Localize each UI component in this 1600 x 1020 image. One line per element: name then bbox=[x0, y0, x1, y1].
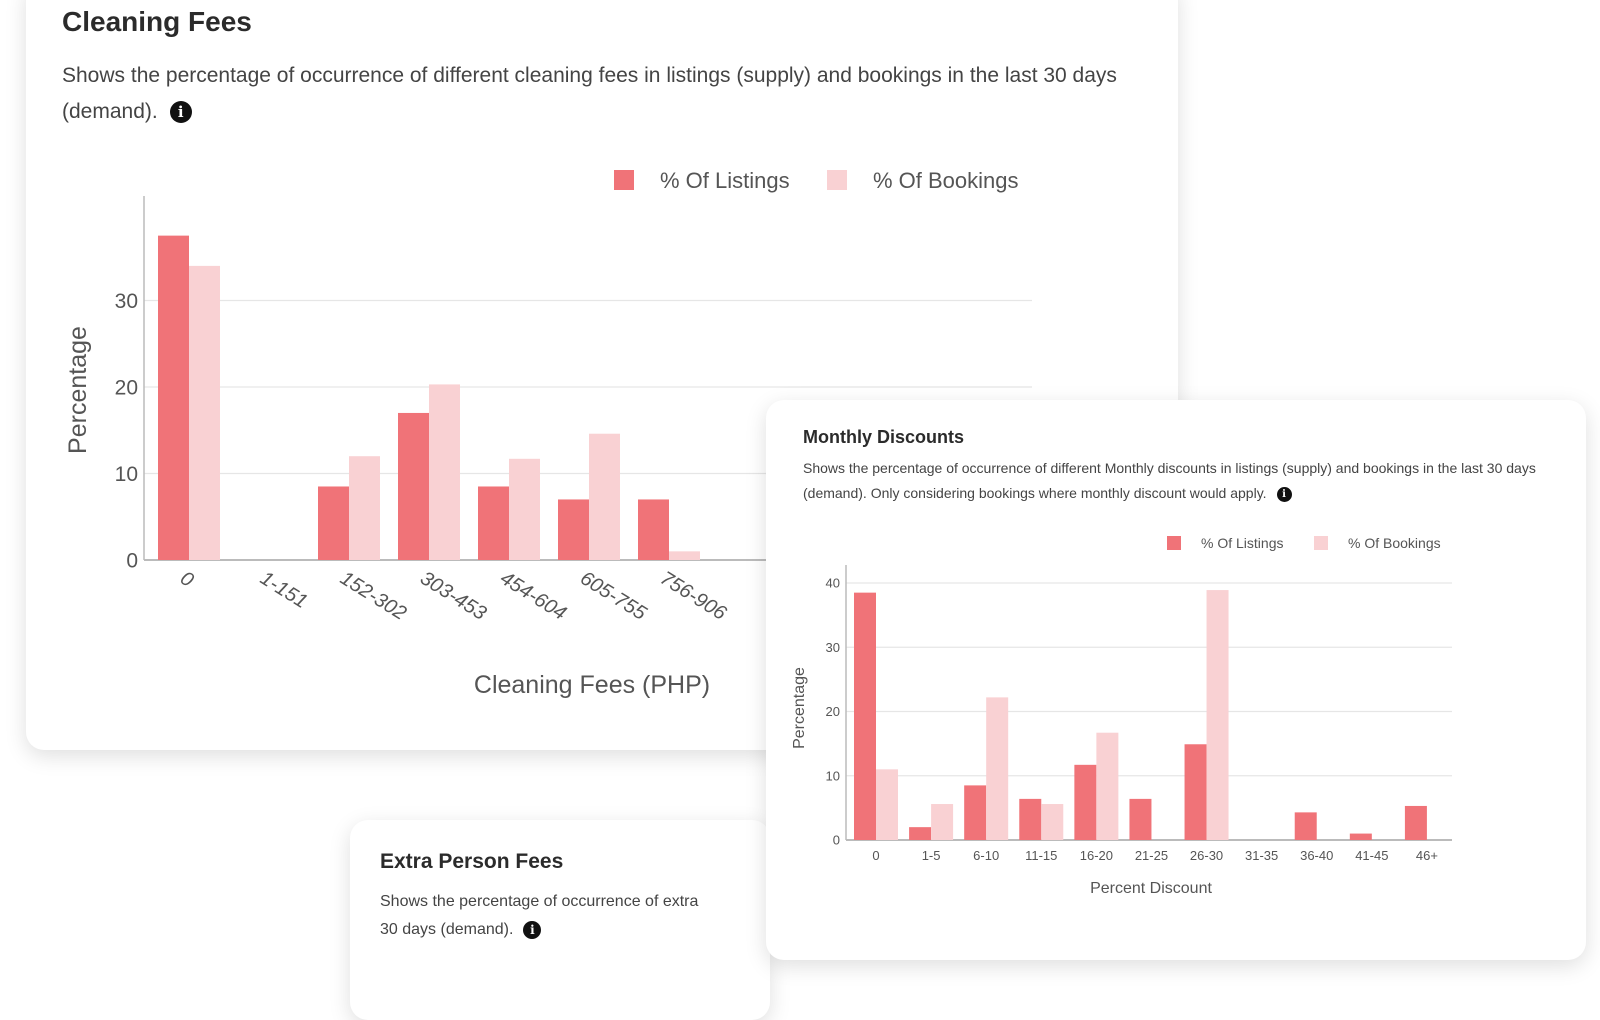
listings-bar bbox=[854, 592, 876, 840]
bookings-bar bbox=[669, 551, 700, 560]
x-tick-label: 6-10 bbox=[973, 848, 999, 863]
y-tick-label: 0 bbox=[126, 549, 138, 572]
x-tick-label: 26-30 bbox=[1190, 848, 1223, 863]
listings-bar bbox=[964, 785, 987, 840]
legend-listings-swatch bbox=[614, 170, 634, 190]
x-tick-label: 21-25 bbox=[1135, 848, 1168, 863]
bookings-bar bbox=[1096, 732, 1119, 840]
listings-bar bbox=[1184, 744, 1207, 840]
legend-bookings-swatch bbox=[1314, 536, 1328, 550]
legend-bookings-label: % Of Bookings bbox=[1348, 535, 1441, 551]
legend-listings-label: % Of Listings bbox=[1201, 535, 1283, 551]
bookings-bar bbox=[931, 804, 954, 840]
x-tick-label: 1-5 bbox=[922, 848, 941, 863]
x-tick-label: 41-45 bbox=[1355, 848, 1388, 863]
y-tick-label: 10 bbox=[115, 463, 138, 486]
x-tick-label: 16-20 bbox=[1080, 848, 1113, 863]
legend-listings-label: % Of Listings bbox=[660, 168, 790, 193]
x-tick-label: 1-151 bbox=[256, 567, 311, 613]
bookings-bar bbox=[1206, 590, 1229, 840]
info-icon[interactable]: i bbox=[1276, 486, 1292, 502]
listings-bar bbox=[1349, 833, 1372, 840]
y-tick-label: 20 bbox=[826, 704, 840, 719]
info-icon[interactable]: i bbox=[169, 101, 192, 124]
info-icon[interactable]: i bbox=[523, 920, 542, 939]
legend-bookings-swatch bbox=[827, 170, 847, 190]
x-tick-label: 454-604 bbox=[496, 567, 570, 625]
x-tick-label: 36-40 bbox=[1300, 848, 1333, 863]
monthly-discounts-chart: 0 10 20 30 40 0 1-5 6-10 11-15 16-20 21-25 26-30 31-… bbox=[791, 535, 1452, 897]
x-tick-label: 46+ bbox=[1416, 848, 1438, 863]
y-tick-label: 10 bbox=[826, 768, 840, 783]
y-axis-title: Percentage bbox=[791, 667, 808, 749]
extra-person-fees-title: Extra Person Fees bbox=[380, 850, 564, 873]
listings-bar bbox=[398, 412, 429, 560]
extra-person-fees-description: Shows the percentage of occurrence of ex… bbox=[380, 888, 940, 944]
cleaning-fees-description-text: Shows the percentage of occurrence of di… bbox=[62, 64, 1117, 123]
y-tick-label: 30 bbox=[115, 290, 138, 313]
listings-bar bbox=[158, 235, 189, 560]
extra-person-fees-card: Extra Person Fees Shows the percentage o… bbox=[350, 820, 770, 1020]
x-tick-label: 11-15 bbox=[1025, 848, 1057, 863]
listings-bar bbox=[478, 486, 509, 560]
bookings-bar bbox=[589, 433, 620, 560]
x-tick-label: 756-906 bbox=[656, 567, 731, 625]
x-tick-label: 303-453 bbox=[416, 567, 490, 625]
x-tick-label: 0 bbox=[176, 567, 197, 592]
bookings-bar bbox=[429, 384, 460, 560]
x-tick-label: 152-302 bbox=[336, 567, 410, 625]
bookings-bar bbox=[986, 697, 1009, 840]
monthly-discounts-title: Monthly Discounts bbox=[803, 427, 964, 447]
cleaning-fees-description: Shows the percentage of occurrence of di… bbox=[62, 58, 1122, 130]
monthly-discounts-card: Monthly Discounts Shows the percentage o… bbox=[766, 400, 1586, 960]
cleaning-fees-card: Cleaning Fees Shows the percentage of oc… bbox=[26, 0, 1178, 750]
extra-person-fees-description-line1: Shows the percentage of occurrence of ex… bbox=[380, 893, 699, 910]
legend-listings-swatch bbox=[1167, 536, 1181, 550]
cleaning-fees-title: Cleaning Fees bbox=[62, 6, 252, 37]
monthly-discounts-description-text: Shows the percentage of occurrence of di… bbox=[803, 460, 1536, 501]
listings-bar bbox=[1294, 812, 1317, 840]
x-tick-label: 605-755 bbox=[576, 567, 651, 625]
x-tick-label: 31-35 bbox=[1245, 848, 1278, 863]
y-tick-label: 0 bbox=[833, 833, 840, 848]
listings-bar bbox=[638, 499, 669, 560]
x-axis-title: Cleaning Fees (PHP) bbox=[474, 671, 710, 699]
x-axis-title: Percent Discount bbox=[1090, 880, 1212, 897]
listings-bar bbox=[558, 499, 589, 560]
x-tick-label: 0 bbox=[872, 848, 879, 863]
y-tick-label: 30 bbox=[826, 640, 840, 655]
listings-bar bbox=[1019, 798, 1042, 840]
y-tick-label: 40 bbox=[826, 576, 840, 591]
monthly-discounts-description: Shows the percentage of occurrence of di… bbox=[803, 456, 1563, 506]
extra-person-fees-description-line2: 30 days (demand). bbox=[380, 921, 514, 938]
y-tick-label: 20 bbox=[115, 376, 138, 399]
bookings-bar bbox=[876, 769, 898, 840]
y-axis-title: Percentage bbox=[64, 326, 92, 454]
listings-bar bbox=[1074, 764, 1097, 840]
listings-bar bbox=[1129, 798, 1152, 840]
listings-bar bbox=[318, 486, 349, 560]
legend-bookings-label: % Of Bookings bbox=[873, 168, 1019, 193]
bookings-bar bbox=[349, 456, 380, 560]
listings-bar bbox=[1404, 805, 1427, 840]
bookings-bar bbox=[1041, 804, 1064, 840]
listings-bar bbox=[909, 827, 932, 840]
bookings-bar bbox=[509, 458, 540, 560]
bookings-bar bbox=[189, 265, 220, 560]
